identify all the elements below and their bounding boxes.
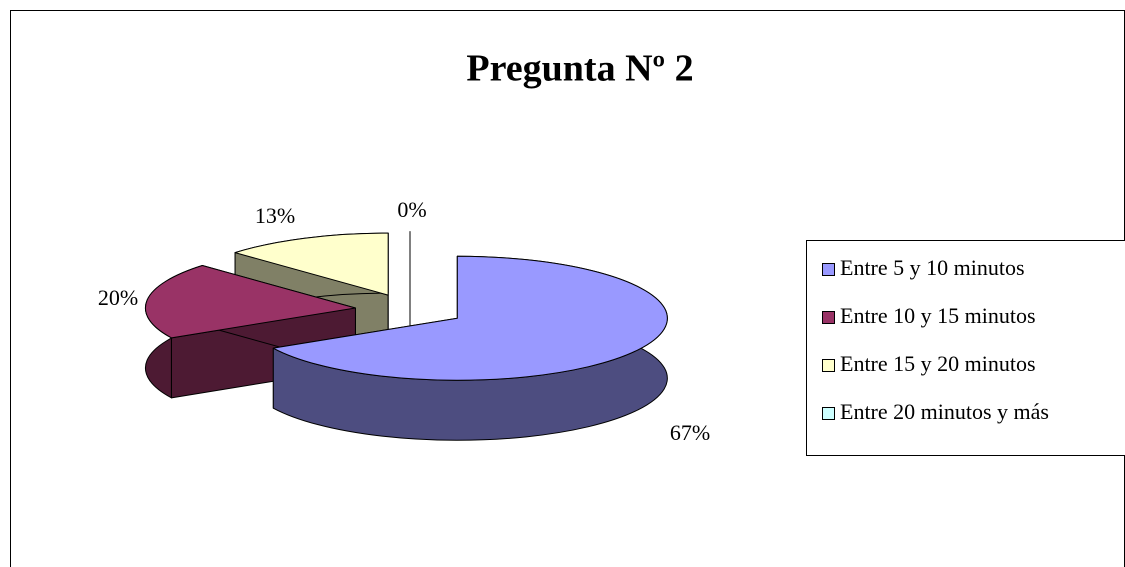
legend-label: Entre 15 y 20 minutos xyxy=(840,351,1036,376)
legend-swatch xyxy=(822,263,835,276)
legend-swatch xyxy=(822,311,835,324)
legend-label: Entre 5 y 10 minutos xyxy=(840,255,1025,280)
slice xyxy=(272,255,668,381)
data-label: 67% xyxy=(670,420,710,445)
chart-title: Pregunta Nº 2 xyxy=(466,48,693,90)
slice xyxy=(234,232,389,296)
legend-swatch xyxy=(822,407,835,420)
legend-label: Entre 20 minutos y más xyxy=(840,399,1049,424)
data-label: 13% xyxy=(255,203,295,228)
slice-group xyxy=(272,255,668,441)
legend-box xyxy=(806,240,1125,456)
legend-swatch xyxy=(822,359,835,372)
data-label: 0% xyxy=(397,197,426,222)
slice xyxy=(144,265,356,339)
legend-label: Entre 10 y 15 minutos xyxy=(840,303,1036,328)
data-label: 20% xyxy=(98,285,138,310)
